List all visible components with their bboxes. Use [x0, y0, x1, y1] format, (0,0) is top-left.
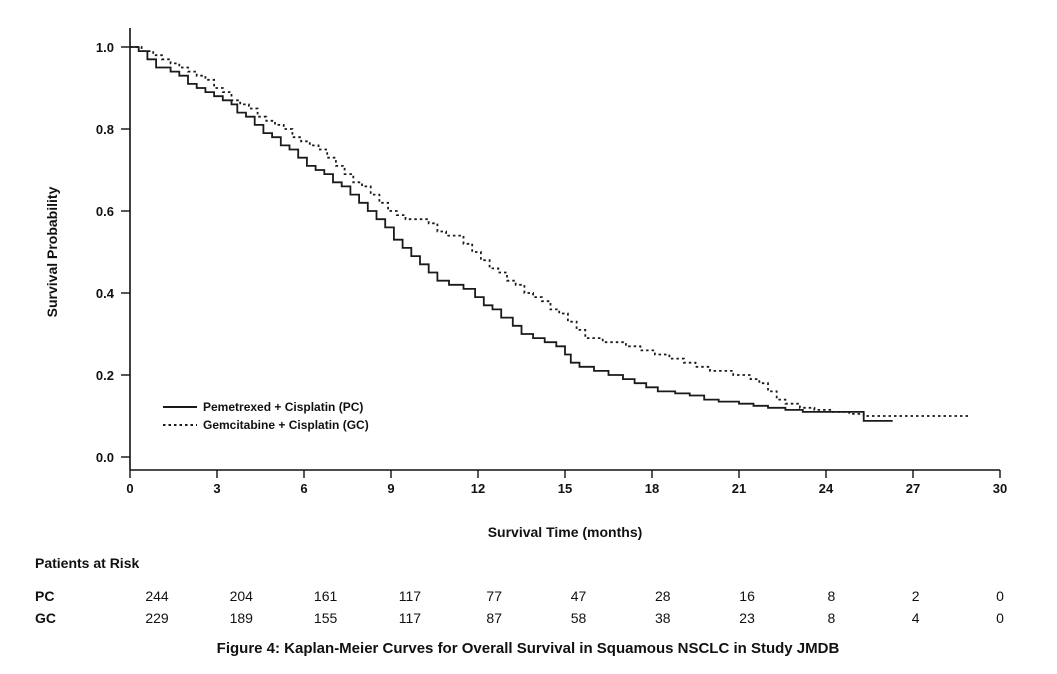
y-tick-label: 0.2 [96, 368, 114, 383]
risk-count: 8 [828, 588, 836, 604]
risk-count: 8 [828, 610, 836, 626]
legend: Pemetrexed + Cisplatin (PC) Gemcitabine … [163, 400, 369, 432]
risk-count: 117 [399, 588, 422, 604]
y-tick-label: 0.6 [96, 204, 114, 219]
risk-count: 47 [571, 588, 587, 604]
at-risk-heading: Patients at Risk [35, 555, 139, 571]
risk-count: 117 [399, 610, 422, 626]
risk-count: 87 [486, 610, 502, 626]
x-tick-label: 24 [819, 481, 834, 496]
risk-count: 77 [486, 588, 502, 604]
x-axis-label: Survival Time (months) [488, 524, 643, 540]
risk-count: 244 [145, 588, 169, 604]
risk-count: 0 [996, 610, 1004, 626]
x-tick-label: 27 [906, 481, 920, 496]
x-axis-ticks: 0 3 6 9 12 15 18 21 24 27 30 [126, 470, 1007, 496]
x-tick-label: 21 [732, 481, 746, 496]
x-tick-label: 3 [213, 481, 220, 496]
legend-label-gc: Gemcitabine + Cisplatin (GC) [203, 418, 369, 432]
x-tick-label: 30 [993, 481, 1007, 496]
risk-count: 23 [739, 610, 755, 626]
risk-count: 204 [230, 588, 254, 604]
x-tick-label: 9 [387, 481, 394, 496]
risk-count: 28 [655, 588, 671, 604]
km-curve-pc [130, 46, 893, 422]
y-tick-label: 1.0 [96, 40, 114, 55]
risk-row-label-pc: PC [35, 588, 54, 604]
y-tick-label: 0.4 [96, 286, 115, 301]
risk-count: 4 [912, 610, 920, 626]
y-tick-label: 0.0 [96, 450, 114, 465]
x-tick-label: 0 [126, 481, 133, 496]
at-risk-counts: 244 204 161 117 77 47 28 16 8 2 0 229 189 155 117 87 58 3… [145, 588, 1004, 626]
risk-count: 0 [996, 588, 1004, 604]
y-axis-ticks: 0.0 0.2 0.4 0.6 0.8 1.0 [96, 40, 130, 465]
risk-count: 161 [314, 588, 338, 604]
risk-count: 229 [145, 610, 169, 626]
risk-row-label-gc: GC [35, 610, 56, 626]
risk-count: 2 [912, 588, 920, 604]
x-tick-label: 6 [300, 481, 307, 496]
risk-count: 155 [314, 610, 338, 626]
risk-count: 16 [739, 588, 755, 604]
survival-curves [130, 46, 971, 422]
y-tick-label: 0.8 [96, 122, 114, 137]
risk-count: 58 [571, 610, 587, 626]
legend-label-pc: Pemetrexed + Cisplatin (PC) [203, 400, 363, 414]
y-axis-label: Survival Probability [44, 186, 60, 317]
risk-count: 38 [655, 610, 671, 626]
x-tick-label: 12 [471, 481, 485, 496]
x-tick-label: 18 [645, 481, 659, 496]
figure-caption: Figure 4: Kaplan-Meier Curves for Overal… [217, 640, 840, 657]
x-tick-label: 15 [558, 481, 572, 496]
risk-count: 189 [230, 610, 254, 626]
km-curve-gc [130, 46, 971, 417]
